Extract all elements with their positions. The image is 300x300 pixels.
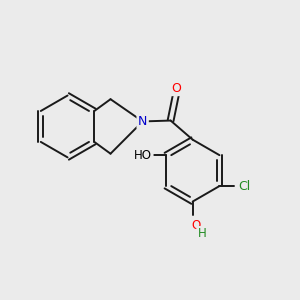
Text: O: O <box>192 220 201 232</box>
Text: O: O <box>171 82 181 95</box>
Text: HO: HO <box>134 149 152 162</box>
Text: H: H <box>198 227 206 240</box>
Text: N: N <box>138 115 147 128</box>
Text: Cl: Cl <box>239 180 251 193</box>
